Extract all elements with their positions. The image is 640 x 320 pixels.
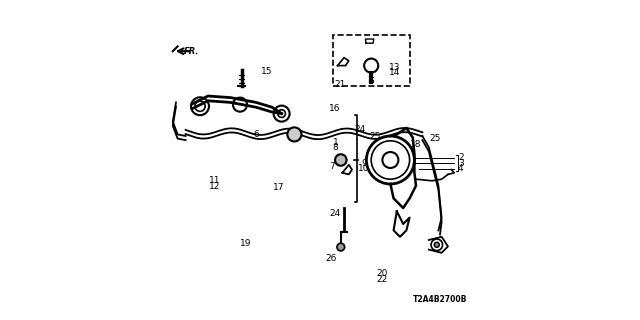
Bar: [333, 35, 410, 86]
Text: 7: 7: [330, 162, 335, 171]
Bar: [366, 45, 373, 50]
Circle shape: [337, 243, 344, 251]
Text: 10: 10: [358, 164, 370, 173]
Text: 4: 4: [458, 164, 463, 173]
Text: 11: 11: [209, 176, 220, 185]
Text: 3: 3: [458, 159, 463, 168]
Circle shape: [287, 127, 301, 141]
Circle shape: [435, 242, 440, 247]
Circle shape: [335, 154, 347, 166]
Text: 12: 12: [209, 182, 220, 191]
Text: 9: 9: [362, 159, 367, 168]
Text: 14: 14: [388, 68, 400, 77]
Text: 6: 6: [253, 130, 259, 139]
Text: 20: 20: [377, 269, 388, 278]
Text: 16: 16: [330, 104, 340, 113]
Text: 8: 8: [332, 143, 338, 152]
Text: 17: 17: [273, 183, 284, 192]
Text: 18: 18: [410, 140, 422, 148]
Text: 13: 13: [388, 63, 400, 72]
Text: 22: 22: [377, 276, 388, 284]
Text: 19: 19: [240, 239, 252, 248]
Text: 2: 2: [458, 153, 463, 162]
Text: 24: 24: [330, 209, 341, 218]
Text: 26: 26: [325, 254, 336, 263]
Text: 24: 24: [355, 125, 365, 134]
Text: 1: 1: [333, 138, 338, 147]
Text: 21: 21: [334, 80, 346, 89]
Text: 25: 25: [429, 134, 441, 143]
Text: T2A4B2700B: T2A4B2700B: [413, 295, 467, 304]
Text: 25: 25: [370, 132, 381, 140]
Text: FR.: FR.: [184, 47, 200, 56]
Text: 15: 15: [262, 67, 273, 76]
